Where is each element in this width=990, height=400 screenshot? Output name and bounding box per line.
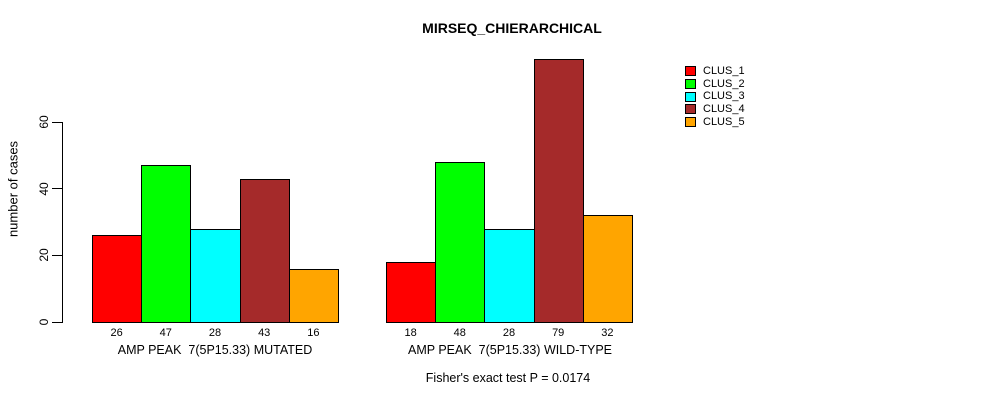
bar-clus_3 (484, 228, 535, 323)
bar-value-label: 28 (502, 327, 516, 339)
y-axis-tick (52, 321, 62, 323)
bar-value-label: 16 (307, 327, 320, 339)
bar-clus_5 (288, 268, 339, 323)
legend-swatch (685, 79, 696, 90)
group-label-mutated: AMP PEAK 7(5P15.33) MUTATED (117, 343, 313, 357)
legend: CLUS_1 CLUS_2 CLUS_3 CLUS_4 CLUS_5 (685, 65, 745, 128)
y-axis-tick-label: 0 (37, 318, 51, 326)
legend-item: CLUS_1 (685, 65, 745, 78)
bar-value-label: 32 (601, 327, 614, 339)
y-axis-tick-label: 60 (37, 115, 51, 129)
legend-label: CLUS_4 (703, 102, 745, 115)
legend-swatch (685, 66, 696, 77)
chart-title: MIRSEQ_CHIERARCHICAL (422, 20, 602, 36)
bar-value-label: 43 (258, 327, 271, 339)
legend-label: CLUS_1 (703, 64, 745, 77)
group-label-wild-type: AMP PEAK 7(5P15.33) WILD-TYPE (407, 343, 613, 357)
y-axis-label: number of cases (5, 140, 21, 238)
legend-label: CLUS_5 (703, 115, 745, 128)
bar-value-label: 79 (552, 327, 565, 339)
bar-clus_2 (435, 162, 486, 323)
bar-clus_1 (386, 262, 437, 323)
legend-item: CLUS_5 (685, 116, 745, 129)
bar-clus_4 (533, 58, 584, 323)
bar-clus_2 (141, 165, 192, 323)
bar-value-label: 47 (159, 327, 172, 339)
y-axis-tick-label: 40 (37, 181, 51, 196)
bar-clus_1 (92, 235, 143, 323)
y-axis-tick-label: 20 (37, 248, 51, 263)
bar-clus_4 (239, 178, 290, 323)
y-axis-tick (52, 121, 62, 123)
legend-item: CLUS_2 (685, 78, 745, 91)
bar-value-label: 48 (453, 327, 466, 339)
bar-value-label: 28 (208, 327, 222, 339)
legend-item: CLUS_3 (685, 90, 745, 103)
bar-value-label: 26 (110, 327, 123, 339)
legend-swatch (685, 104, 696, 115)
bar-value-label: 18 (404, 327, 417, 339)
legend-item: CLUS_4 (685, 103, 745, 116)
y-axis-tick (52, 254, 62, 256)
legend-swatch (685, 91, 696, 102)
y-axis-tick (52, 188, 62, 190)
bar-clus_3 (190, 228, 241, 323)
legend-swatch (685, 117, 696, 128)
caption: Fisher's exact test P = 0.0174 (425, 371, 591, 385)
bar-clus_5 (582, 215, 633, 323)
legend-label: CLUS_2 (703, 77, 745, 90)
y-axis-line (62, 122, 63, 323)
legend-label: CLUS_3 (703, 90, 745, 103)
